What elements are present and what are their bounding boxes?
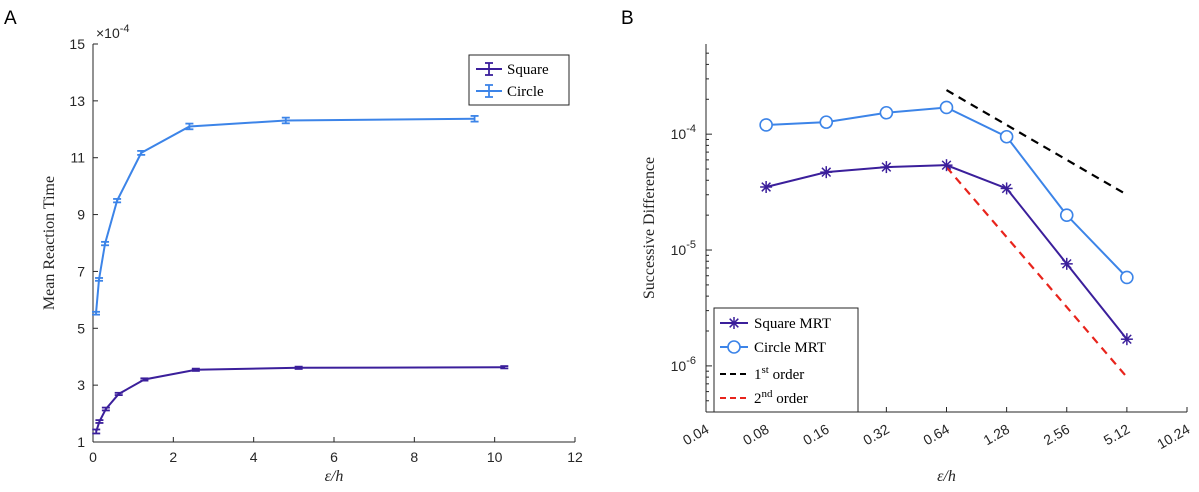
panel-a-series-1-errorbar [470,115,479,123]
panel-a-y-tick-label: 15 [69,36,85,52]
panel-a-series-0-errorbar [500,365,509,370]
panel-a-y-tick-label: 1 [77,434,85,450]
panel-b-legend-label-1: Circle MRT [754,340,826,356]
panel-b-legend-item-ref-1: 2nd order [720,388,808,407]
panel-b-reference-line-1 [945,166,1128,378]
panel-b-x-tick-label: 5.12 [1101,421,1133,449]
panel-b-x-tick-label: 10.24 [1154,421,1193,452]
panel-a-y-multiplier: ×10-4 [96,23,130,41]
panel-b-x-tick-label: 0.32 [860,421,892,449]
panel-b-series-1-point [999,129,1014,144]
panel-b-legend-box [713,307,859,413]
panel-a-series-0-errorbar [140,377,149,382]
panel-a-y-axis-label: Mean Reaction Time [41,176,58,310]
panel-b-x-axis-label: ε/h [937,468,956,485]
panel-b-series-1-point [1059,208,1074,222]
panel-b-y-tick-label: 10-4 [671,123,696,142]
panel-b-legend-label-ref-1: 2nd order [754,388,808,407]
panel-a-y-tick-label: 13 [69,93,85,109]
panel-a-x-tick-label: 8 [410,449,418,465]
panel-a-x-tick-label: 12 [567,449,583,465]
panel-a-legend-label-0: Square [507,62,549,78]
panel-a-y-tick-label: 11 [70,150,85,166]
panel-b-series-0-point [880,161,893,174]
panel-b-series-1-line [766,106,1128,279]
panel-a-x-tick-label: 10 [487,449,503,465]
panel-b-legend-item-ref-0: 1st order [720,364,804,383]
panel-b-series-1-point [879,105,894,120]
panel-a-series-1-line [95,117,475,314]
panel-a-x-tick-label: 6 [330,449,338,465]
panel-b-legend-label-ref-0: 1st order [754,364,804,383]
panel-b-y-tick-label: 10-5 [671,239,696,258]
panel-b-series-1-point [1120,270,1134,285]
panel-b-x-tick-label: 0.08 [740,421,772,449]
panel-a-series-0-line [95,366,505,432]
panel-a-legend: Square Circle [468,54,570,106]
panel-a-x-axis-label: ε/h [325,468,344,485]
panel-a-series-0-errorbar [95,419,104,424]
panel-a-y-tick-label: 3 [77,377,85,393]
panel-b-x-tick-label: 0.16 [800,421,832,449]
panel-b-plot-area: 10-6 10-5 10-4 0.04 0.08 0.16 0.32 0.64 1.28 2.56… [641,44,1193,485]
panel-b-letter: B [621,8,634,29]
panel-a-x-tick-label: 2 [169,449,177,465]
panel-b-x-tick-label: 2.56 [1041,421,1073,449]
panel-b-legend-item-0: Square MRT [720,316,831,332]
panel-b-y-tick-label: 10-6 [671,355,696,374]
panel-a-series-1-errorbar [137,149,146,156]
panel-a-legend-item-0: Square [476,62,549,78]
panel-b-series-0-point [1060,257,1073,270]
panel-a-series-0-errorbar [294,365,303,370]
panel-a-y-tick-label: 7 [77,263,85,279]
panel-b-x-tick-label: 0.64 [920,421,952,449]
panel-a-series-1-errorbar [101,240,110,247]
panel-a-series-0-errorbar [92,428,101,435]
panel-b-series-0-point [1120,333,1133,346]
panel-b-x-tick-label: 0.04 [680,421,712,449]
panel-a-series-1-errorbar [113,198,122,204]
panel-a-legend-label-1: Circle [507,84,544,100]
panel-b-series-1-point [819,115,834,129]
panel-b-series-1-point [939,100,954,115]
panel-a-series-1-errorbar [95,277,104,282]
panel-b-series-0-point [820,166,833,179]
panel-a-series-0-errorbar [101,406,110,412]
panel-b-legend-item-1: Circle MRT [720,340,826,356]
panel-a-legend-item-1: Circle [476,84,544,100]
panel-a-y-tick-label: 5 [77,320,85,336]
panel-a-series-1-errorbar [185,122,194,131]
panel-b-y-axis-label: Successive Difference [641,157,658,299]
panel-b-series-0-point [760,180,773,193]
panel-a-letter: A [4,8,17,29]
panel-a-series-1-errorbar [92,310,101,316]
panel-b-series-1-point [759,118,773,132]
panel-b: B 10-6 10-5 10-4 0.04 0.08 0.16 0.32 0.64 1.28 2.… [621,8,1193,485]
panel-b-series-0-point [1000,182,1013,195]
panel-b-series-0-point [940,159,953,172]
panel-a-x-tick-label: 4 [250,449,258,465]
panel-a-series-1-errorbar [281,116,290,125]
panel-a-series-0-errorbar [114,391,123,396]
panel-a-series-0-errorbar [191,367,200,372]
panel-b-reference-line-0 [945,89,1128,196]
panel-b-legend-label-0: Square MRT [754,316,831,332]
panel-b-legend: Square MRT Circle MRT 1st order 2nd order [713,307,859,413]
panel-b-x-tick-label: 1.28 [981,421,1013,449]
panel-a-y-tick-label: 9 [77,207,85,223]
panel-a-x-tick-label: 0 [89,449,97,465]
